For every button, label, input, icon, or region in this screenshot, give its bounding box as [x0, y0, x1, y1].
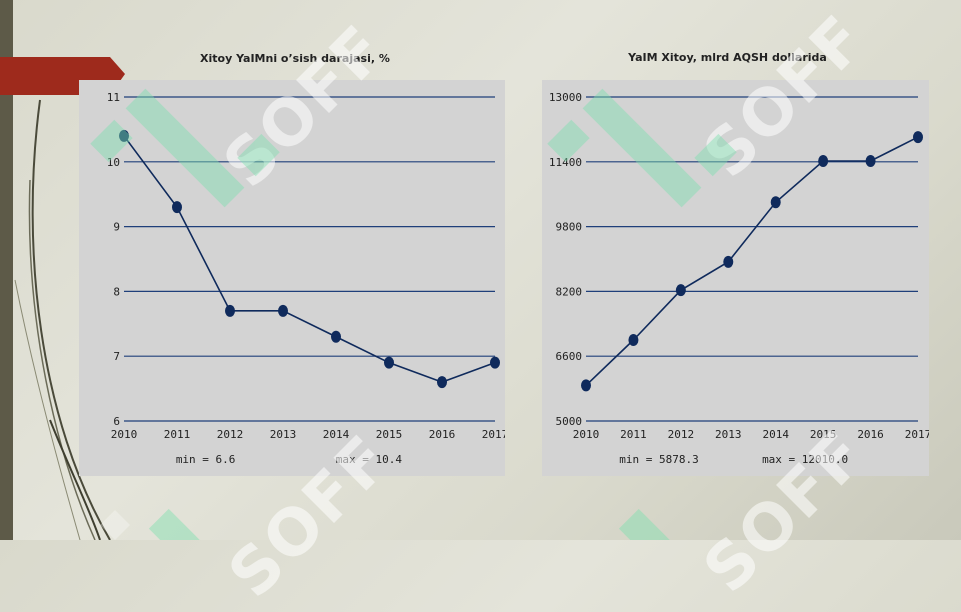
data-point [628, 334, 639, 346]
max-label: max = 10.4 [336, 453, 403, 466]
x-tick-label: 2011 [620, 428, 647, 441]
y-tick-label: 11400 [549, 156, 582, 169]
watermark-logo [547, 88, 737, 208]
decor-curve [28, 179, 96, 540]
data-point [278, 304, 288, 317]
decor-curve [49, 419, 101, 540]
chart-gdp: 5000 6600 8200 9800 11400 13000 2010 2011 2012 20… [549, 91, 929, 466]
background-decor [14, 99, 130, 540]
y-tick-label: 7 [113, 350, 120, 363]
x-tick-label: 2012 [217, 428, 244, 441]
x-tick-label: 2012 [668, 428, 695, 441]
data-point [331, 330, 341, 343]
left-decor-stripe [0, 0, 13, 540]
y-tick-label: 9 [113, 221, 120, 234]
data-point [675, 284, 686, 297]
watermark-logo [90, 88, 280, 208]
data-point [770, 196, 781, 209]
data-point [865, 154, 876, 167]
chart-panel-gdp: 5000 6600 8200 9800 11400 13000 2010 2011 2012 20… [542, 80, 929, 476]
chart-title-gdp: YaIM Xitoy, mlrd AQSH dollarida [628, 51, 827, 64]
x-tick-label: 2015 [376, 428, 403, 441]
data-point [581, 379, 591, 392]
watermark-logo [618, 508, 682, 540]
decor-curve [14, 279, 81, 540]
x-tick-label: 2013 [270, 428, 297, 441]
x-tick-label: 2013 [715, 428, 742, 441]
x-tick-label: 2016 [429, 428, 456, 441]
data-point [913, 131, 923, 144]
y-tick-label: 8200 [556, 285, 583, 298]
data-point [818, 154, 829, 167]
x-tick-label: 2017 [482, 428, 505, 441]
watermark-logos [90, 88, 737, 540]
y-tick-label: 11 [107, 91, 120, 104]
data-point [225, 304, 235, 317]
decor-curve [100, 510, 130, 540]
x-tick-label: 2014 [762, 428, 789, 441]
x-tick-label: 2011 [164, 428, 191, 441]
y-tick-label: 6600 [556, 350, 583, 363]
data-point [119, 129, 129, 142]
x-tick-label: 2015 [810, 428, 837, 441]
x-tick-label: 2010 [573, 428, 600, 441]
watermark-logo [148, 508, 212, 540]
x-tick-label: 2010 [111, 428, 138, 441]
chart-panel-growth: 6 7 8 9 10 11 2010 2011 2012 2013 2014 2015 2016 2017… [79, 80, 505, 476]
series-line [123, 135, 496, 383]
x-tick-label: 2014 [323, 428, 350, 441]
y-tick-label: 8 [113, 285, 120, 298]
x-tick-label: 2017 [905, 428, 929, 441]
data-point [384, 356, 394, 369]
data-point [172, 201, 182, 214]
chart-growth: 6 7 8 9 10 11 2010 2011 2012 2013 2014 2015 2016 2017… [107, 91, 505, 466]
decor-curve [31, 99, 111, 540]
data-point [723, 255, 734, 268]
data-point [490, 356, 500, 369]
data-point [437, 376, 447, 389]
y-tick-label: 6 [113, 415, 120, 428]
y-tick-label: 13000 [549, 91, 582, 104]
y-tick-label: 10 [107, 156, 120, 169]
min-label: min = 5878.3 [619, 453, 698, 466]
max-label: max = 12010.0 [762, 453, 848, 466]
series-line [585, 136, 919, 387]
y-tick-label: 5000 [556, 415, 583, 428]
chart-title-growth: Xitoy YaIMni o’sish darajasi, % [200, 52, 390, 65]
min-label: min = 6.6 [176, 453, 236, 466]
y-tick-label: 9800 [556, 221, 583, 234]
x-tick-label: 2016 [857, 428, 884, 441]
